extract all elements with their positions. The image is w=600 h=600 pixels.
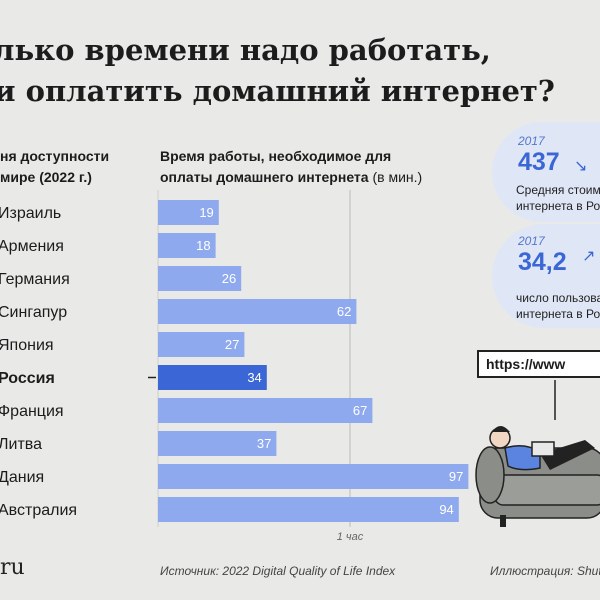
bar bbox=[158, 365, 267, 390]
bar-value-label: 34 bbox=[247, 370, 261, 385]
bar-value-label: 18 bbox=[196, 238, 210, 253]
stat-year: 2017 bbox=[518, 134, 545, 148]
bar bbox=[158, 233, 216, 258]
bar-value-label: 26 bbox=[222, 271, 236, 286]
person-on-sofa-illustration bbox=[475, 380, 600, 527]
bar-value-label: 67 bbox=[353, 403, 367, 418]
title-line-1: лько времени надо работать, bbox=[0, 33, 491, 67]
bar-value-label: 94 bbox=[439, 502, 453, 517]
category-label: Дания bbox=[0, 469, 44, 486]
bar-value-label: 97 bbox=[449, 469, 463, 484]
stat-desc-line-1: Средняя стоим bbox=[516, 183, 600, 197]
bar bbox=[158, 497, 459, 522]
ranking-header: ня доступности мире (2022 г.) bbox=[0, 146, 140, 188]
bars-header-unit: (в мин.) bbox=[372, 169, 423, 185]
stat-desc-line-2: интернета в Ро bbox=[516, 307, 600, 321]
chart-title: лько времени надо работать, и оплатить д… bbox=[0, 30, 600, 112]
bar bbox=[158, 431, 277, 456]
category-label: Япония bbox=[0, 337, 54, 354]
title-line-2: и оплатить домашний интернет? bbox=[0, 74, 555, 108]
stat-value: 437 bbox=[518, 148, 560, 176]
bar-value-label: 19 bbox=[199, 205, 213, 220]
bars-header-line-1: Время работы, необходимое для bbox=[160, 148, 392, 164]
category-label: Армения bbox=[0, 238, 64, 255]
category-label: Франция bbox=[0, 403, 64, 420]
browser-url-bubble: https://www bbox=[477, 350, 600, 378]
stat-desc-line-1: число пользова bbox=[516, 291, 600, 305]
bar bbox=[158, 398, 373, 423]
category-label: Сингапур bbox=[0, 304, 67, 321]
bar-value-label: 27 bbox=[225, 337, 239, 352]
illustration-credit: Иллюстрация: Shutt bbox=[490, 564, 600, 578]
category-label: Израиль bbox=[0, 205, 61, 222]
bar bbox=[158, 464, 469, 489]
ranking-header-line-1: ня доступности bbox=[0, 148, 110, 164]
stat-value: 34,2 bbox=[518, 248, 567, 276]
category-label: Россия bbox=[0, 370, 55, 387]
ranking-header-line-2: мире (2022 г.) bbox=[0, 169, 92, 185]
bar bbox=[158, 200, 219, 225]
reference-line-label: 1 час bbox=[337, 531, 364, 543]
arrow-icon: ↘ bbox=[574, 158, 588, 175]
stat-desc-line-2: интернета в Ро bbox=[516, 199, 600, 213]
bars-header: Время работы, необходимое для оплаты дом… bbox=[160, 146, 460, 188]
stat-card-price: 2017 437 ↘ Средняя стоим интернета в Ро bbox=[492, 122, 600, 222]
bar bbox=[158, 299, 357, 324]
bar-value-label: 37 bbox=[257, 436, 271, 451]
category-label: Австралия bbox=[0, 502, 77, 519]
bar-value-label: 62 bbox=[337, 304, 351, 319]
bar bbox=[158, 332, 245, 357]
bars-header-line-2: оплаты домашнего интернета bbox=[160, 169, 369, 185]
source-note: Источник: 2022 Digital Quality of Life I… bbox=[160, 564, 396, 578]
stat-card-users: 2017 34,2 ↗ число пользова интернета в Р… bbox=[492, 224, 600, 328]
publisher-logo: ru bbox=[0, 555, 25, 580]
bar bbox=[158, 266, 242, 291]
category-label: Литва bbox=[0, 436, 42, 453]
stat-year: 2017 bbox=[518, 234, 545, 248]
arrow-icon: ↗ bbox=[582, 248, 596, 265]
category-label: Германия bbox=[0, 271, 70, 288]
